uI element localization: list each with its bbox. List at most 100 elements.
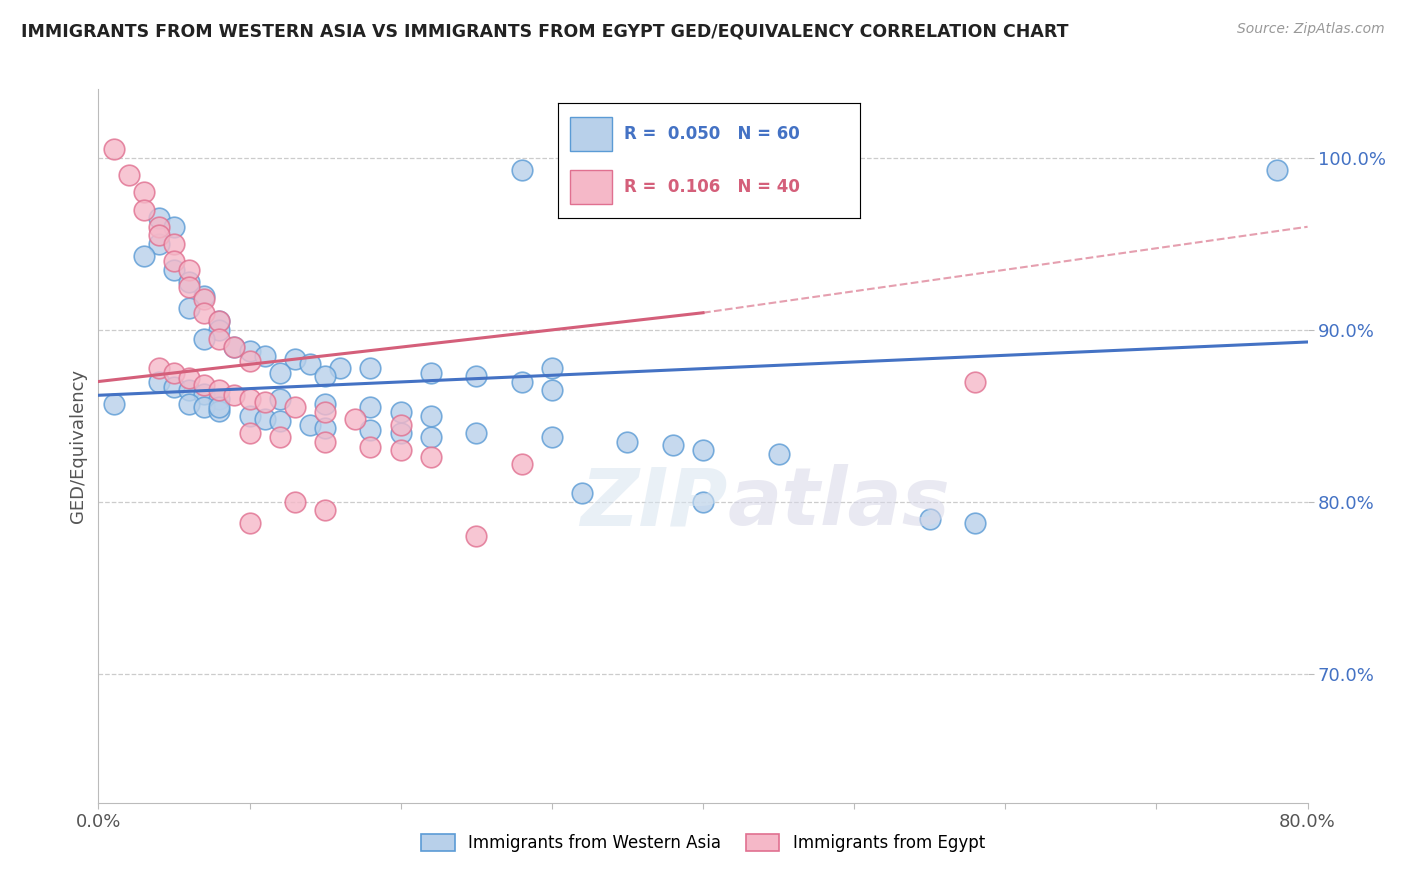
Point bbox=[284, 352, 307, 367]
Point bbox=[360, 440, 382, 454]
Point bbox=[179, 301, 201, 315]
Point bbox=[118, 168, 141, 182]
Point bbox=[510, 375, 533, 389]
Point bbox=[389, 426, 412, 441]
Point bbox=[208, 323, 231, 337]
Point bbox=[239, 426, 262, 441]
Point bbox=[208, 401, 231, 415]
Point bbox=[692, 443, 714, 458]
Point bbox=[103, 397, 125, 411]
Point bbox=[193, 378, 215, 392]
Point bbox=[571, 486, 593, 500]
Point bbox=[510, 163, 533, 178]
Point bbox=[193, 401, 215, 415]
Point bbox=[208, 383, 231, 397]
Point bbox=[148, 375, 170, 389]
Point bbox=[389, 417, 412, 432]
Point bbox=[208, 314, 231, 328]
Point bbox=[269, 366, 291, 380]
Point bbox=[299, 417, 322, 432]
Point bbox=[465, 426, 488, 441]
Point bbox=[965, 375, 987, 389]
Point bbox=[420, 429, 443, 443]
Text: IMMIGRANTS FROM WESTERN ASIA VS IMMIGRANTS FROM EGYPT GED/EQUIVALENCY CORRELATIO: IMMIGRANTS FROM WESTERN ASIA VS IMMIGRAN… bbox=[21, 22, 1069, 40]
Point bbox=[253, 395, 276, 409]
Point bbox=[269, 429, 291, 443]
Text: ZIP: ZIP bbox=[579, 464, 727, 542]
Point bbox=[148, 236, 170, 251]
Point bbox=[163, 254, 186, 268]
Point bbox=[1267, 163, 1289, 178]
Point bbox=[239, 343, 262, 358]
Point bbox=[360, 360, 382, 375]
Point bbox=[193, 292, 215, 306]
Point bbox=[179, 397, 201, 411]
Point bbox=[329, 360, 352, 375]
Point bbox=[193, 288, 215, 302]
Point bbox=[314, 369, 336, 384]
Point bbox=[918, 512, 941, 526]
Point bbox=[148, 211, 170, 226]
Point bbox=[179, 383, 201, 397]
Point bbox=[540, 383, 562, 397]
Point bbox=[148, 360, 170, 375]
Point bbox=[465, 529, 488, 543]
Point bbox=[148, 219, 170, 234]
Point bbox=[510, 457, 533, 471]
Point bbox=[224, 388, 246, 402]
Point bbox=[224, 340, 246, 354]
Point bbox=[239, 409, 262, 423]
Point bbox=[465, 369, 488, 384]
Point bbox=[193, 386, 215, 401]
Point bbox=[965, 516, 987, 530]
Point bbox=[163, 236, 186, 251]
Point bbox=[768, 447, 790, 461]
Point bbox=[420, 409, 443, 423]
Point bbox=[239, 354, 262, 368]
Point bbox=[103, 142, 125, 156]
Point bbox=[661, 438, 683, 452]
Point bbox=[299, 357, 322, 371]
Point bbox=[224, 340, 246, 354]
Point bbox=[208, 314, 231, 328]
Point bbox=[239, 516, 262, 530]
Point bbox=[163, 379, 186, 393]
Point bbox=[179, 280, 201, 294]
Point bbox=[148, 228, 170, 243]
Point bbox=[344, 412, 367, 426]
Text: Source: ZipAtlas.com: Source: ZipAtlas.com bbox=[1237, 22, 1385, 37]
Point bbox=[540, 360, 562, 375]
Point bbox=[132, 249, 155, 263]
Point bbox=[163, 219, 186, 234]
Point bbox=[314, 397, 336, 411]
Point bbox=[269, 392, 291, 406]
Point bbox=[360, 423, 382, 437]
Y-axis label: GED/Equivalency: GED/Equivalency bbox=[69, 369, 87, 523]
Point bbox=[284, 495, 307, 509]
Point bbox=[193, 306, 215, 320]
Point bbox=[132, 186, 155, 200]
Point bbox=[420, 450, 443, 465]
Point bbox=[389, 405, 412, 419]
Text: atlas: atlas bbox=[727, 464, 950, 542]
Point bbox=[208, 392, 231, 406]
Point bbox=[692, 495, 714, 509]
Point bbox=[284, 401, 307, 415]
Point bbox=[314, 434, 336, 449]
Point bbox=[163, 366, 186, 380]
Point bbox=[269, 414, 291, 428]
Point bbox=[132, 202, 155, 217]
Point bbox=[420, 366, 443, 380]
Point bbox=[179, 371, 201, 385]
Point bbox=[314, 405, 336, 419]
Point bbox=[314, 503, 336, 517]
Point bbox=[314, 421, 336, 435]
Point bbox=[360, 401, 382, 415]
Point bbox=[208, 332, 231, 346]
Point bbox=[253, 412, 276, 426]
Point bbox=[208, 403, 231, 417]
Point bbox=[239, 392, 262, 406]
Point bbox=[179, 262, 201, 277]
Point bbox=[163, 262, 186, 277]
Point bbox=[540, 429, 562, 443]
